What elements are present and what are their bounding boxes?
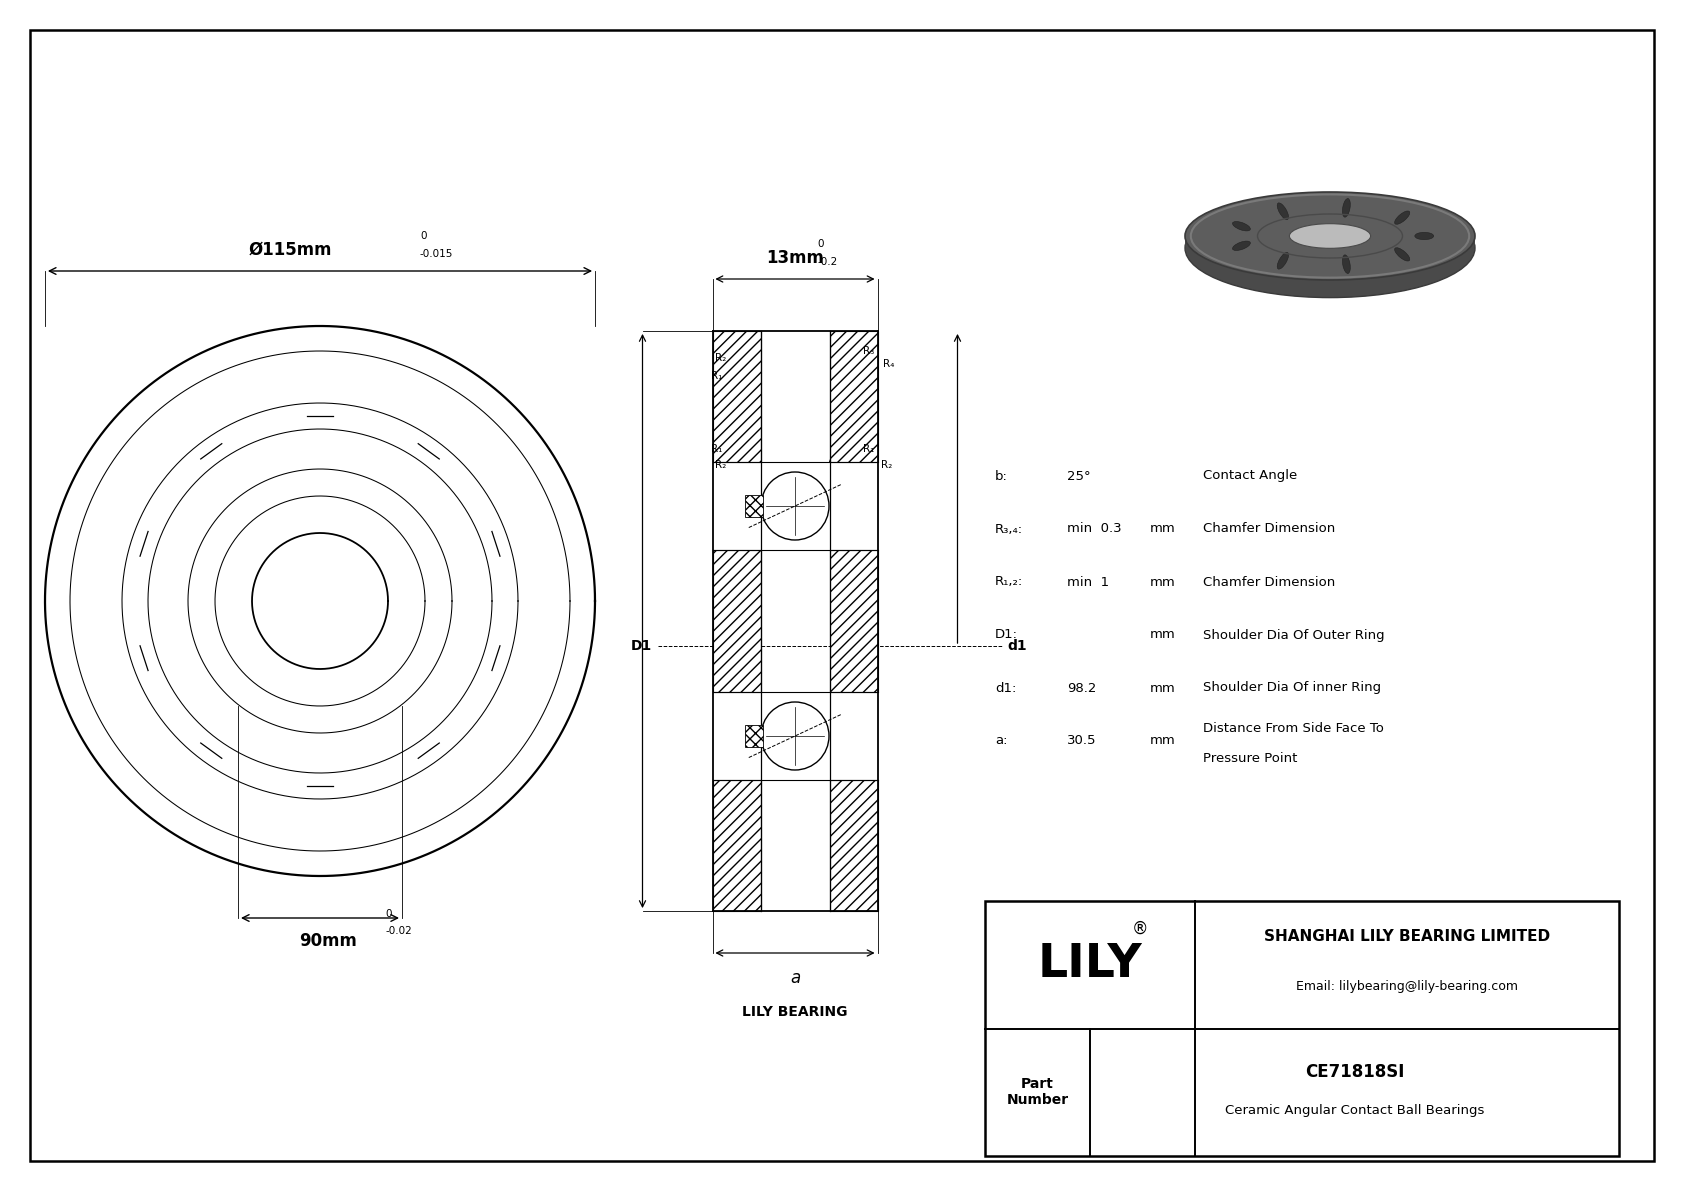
- Text: mm: mm: [1150, 735, 1175, 748]
- Ellipse shape: [1233, 241, 1251, 250]
- Text: min  1: min 1: [1068, 575, 1110, 588]
- Text: a: a: [790, 969, 800, 987]
- Text: 13mm: 13mm: [766, 249, 823, 267]
- Text: -0.2: -0.2: [817, 257, 837, 267]
- Polygon shape: [830, 331, 877, 462]
- Ellipse shape: [1342, 199, 1351, 217]
- Text: a:: a:: [995, 735, 1007, 748]
- Ellipse shape: [1394, 211, 1410, 224]
- Text: b: b: [800, 528, 808, 541]
- Ellipse shape: [1342, 255, 1351, 274]
- Text: d1: d1: [1007, 640, 1027, 653]
- Text: mm: mm: [1150, 575, 1175, 588]
- Text: D1:: D1:: [995, 629, 1019, 642]
- Ellipse shape: [1276, 202, 1288, 219]
- Text: Pressure Point: Pressure Point: [1202, 752, 1297, 765]
- Polygon shape: [744, 495, 763, 517]
- Text: 30.5: 30.5: [1068, 735, 1096, 748]
- Text: LILY: LILY: [1037, 942, 1142, 987]
- Text: R₃,₄:: R₃,₄:: [995, 523, 1024, 536]
- Text: 25°: 25°: [1068, 469, 1091, 482]
- Text: 90mm: 90mm: [300, 933, 357, 950]
- Polygon shape: [830, 780, 877, 911]
- Text: R₁: R₁: [711, 372, 722, 381]
- Text: 0: 0: [419, 231, 426, 241]
- Text: R₃: R₃: [864, 347, 874, 356]
- Text: 0: 0: [386, 909, 391, 919]
- Text: -0.015: -0.015: [419, 249, 453, 258]
- Text: mm: mm: [1150, 629, 1175, 642]
- Text: 98.2: 98.2: [1068, 681, 1096, 694]
- Text: SHANGHAI LILY BEARING LIMITED: SHANGHAI LILY BEARING LIMITED: [1265, 929, 1549, 944]
- Polygon shape: [830, 550, 877, 692]
- Polygon shape: [712, 780, 761, 911]
- Text: mm: mm: [1150, 523, 1175, 536]
- Text: Ceramic Angular Contact Ball Bearings: Ceramic Angular Contact Ball Bearings: [1224, 1104, 1484, 1117]
- Text: Chamfer Dimension: Chamfer Dimension: [1202, 575, 1335, 588]
- Text: R₁: R₁: [864, 444, 874, 454]
- Polygon shape: [744, 725, 763, 747]
- Text: mm: mm: [1150, 681, 1175, 694]
- Ellipse shape: [1394, 248, 1410, 261]
- Text: R₂: R₂: [881, 460, 893, 470]
- Text: Part
Number: Part Number: [1007, 1077, 1069, 1108]
- Text: Distance From Side Face To: Distance From Side Face To: [1202, 722, 1384, 735]
- Text: -0.02: -0.02: [386, 925, 413, 936]
- Polygon shape: [830, 331, 877, 462]
- Text: R₂: R₂: [716, 460, 727, 470]
- Text: Email: lilybearing@lily-bearing.com: Email: lilybearing@lily-bearing.com: [1297, 980, 1517, 993]
- Text: min  0.3: min 0.3: [1068, 523, 1122, 536]
- Text: Chamfer Dimension: Chamfer Dimension: [1202, 523, 1335, 536]
- Ellipse shape: [1415, 232, 1433, 239]
- Text: Contact Angle: Contact Angle: [1202, 469, 1297, 482]
- Text: D1: D1: [632, 640, 652, 653]
- Text: ®: ®: [1132, 919, 1148, 937]
- Text: R₁: R₁: [711, 444, 722, 454]
- Ellipse shape: [1233, 222, 1251, 231]
- Polygon shape: [712, 331, 761, 462]
- Polygon shape: [712, 550, 761, 692]
- Ellipse shape: [1276, 252, 1288, 269]
- Text: d1:: d1:: [995, 681, 1017, 694]
- Text: b:: b:: [995, 469, 1009, 482]
- Text: LILY BEARING: LILY BEARING: [743, 1005, 847, 1019]
- Text: R₁,₂:: R₁,₂:: [995, 575, 1024, 588]
- Text: Shoulder Dia Of Outer Ring: Shoulder Dia Of Outer Ring: [1202, 629, 1384, 642]
- Text: Ø115mm: Ø115mm: [248, 241, 332, 258]
- Polygon shape: [1186, 192, 1475, 248]
- Text: 0: 0: [817, 239, 823, 249]
- Circle shape: [761, 472, 829, 540]
- Ellipse shape: [1186, 192, 1475, 280]
- Ellipse shape: [1290, 224, 1371, 248]
- Text: R₂: R₂: [716, 353, 727, 363]
- Text: Shoulder Dia Of inner Ring: Shoulder Dia Of inner Ring: [1202, 681, 1381, 694]
- Text: CE71818SI: CE71818SI: [1305, 1064, 1404, 1081]
- Ellipse shape: [1186, 199, 1475, 298]
- Text: R₄: R₄: [882, 358, 894, 369]
- Circle shape: [761, 701, 829, 771]
